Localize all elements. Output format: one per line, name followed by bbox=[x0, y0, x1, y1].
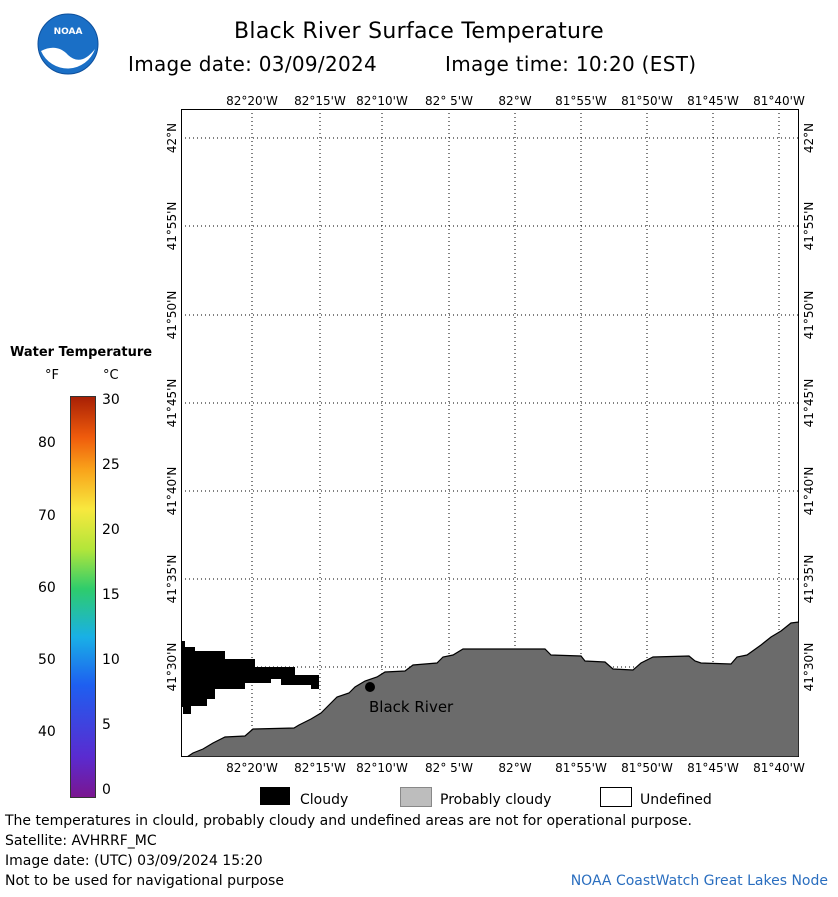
image-date: Image date: 03/09/2024 bbox=[128, 52, 378, 76]
longitude-label-top: 81°50'W bbox=[621, 94, 673, 108]
legend-probably-cloudy-swatch bbox=[400, 787, 432, 807]
longitude-label-top: 81°40'W bbox=[753, 94, 805, 108]
station-label: Black River bbox=[369, 698, 454, 716]
legend-cloudy-swatch bbox=[260, 787, 290, 805]
colorbar-gradient bbox=[70, 396, 96, 798]
image-time: Image time: 10:20 (EST) bbox=[445, 52, 697, 76]
credit-text[interactable]: NOAA CoastWatch Great Lakes Node bbox=[570, 873, 828, 889]
colorbar-unit-c: °C bbox=[103, 368, 119, 383]
longitude-label-bottom: 82°15'W bbox=[294, 761, 346, 775]
latitude-label-left: 41°50'N bbox=[165, 290, 179, 340]
latitude-label-left: 41°55'N bbox=[165, 201, 179, 251]
colorbar-unit-f: °F bbox=[45, 368, 59, 383]
colorbar-c-tick: 10 bbox=[102, 652, 120, 668]
latitude-label-left: 41°45'N bbox=[165, 378, 179, 428]
colorbar-c-tick: 15 bbox=[102, 587, 120, 603]
latitude-label-right: 41°45'N bbox=[802, 378, 816, 428]
latitude-label-right: 42°N bbox=[802, 122, 816, 154]
latitude-label-left: 41°35'N bbox=[165, 554, 179, 604]
longitude-label-top: 81°55'W bbox=[555, 94, 607, 108]
longitude-label-bottom: 82° 5'W bbox=[425, 761, 473, 775]
image-date-utc-text: Image date: (UTC) 03/09/2024 15:20 bbox=[5, 853, 263, 869]
colorbar-c-tick: 25 bbox=[102, 457, 120, 473]
colorbar-c-tick: 5 bbox=[102, 717, 111, 733]
colorbar-c-tick: 20 bbox=[102, 522, 120, 538]
latitude-label-left: 41°40'N bbox=[165, 466, 179, 516]
longitude-label-bottom: 82°20'W bbox=[226, 761, 278, 775]
legend-probably-cloudy-label: Probably cloudy bbox=[440, 792, 552, 808]
longitude-label-top: 82°20'W bbox=[226, 94, 278, 108]
satellite-text: Satellite: AVHRRF_MC bbox=[5, 833, 157, 849]
latitude-label-right: 41°30'N bbox=[802, 642, 816, 692]
land-area bbox=[181, 621, 800, 758]
latitude-label-right: 41°50'N bbox=[802, 290, 816, 340]
map-svg bbox=[181, 109, 800, 758]
graticule bbox=[181, 109, 799, 757]
page-title: Black River Surface Temperature bbox=[234, 19, 604, 44]
longitude-label-top: 82° 5'W bbox=[425, 94, 473, 108]
colorbar-f-tick: 40 bbox=[38, 724, 56, 741]
longitude-label-bottom: 81°50'W bbox=[621, 761, 673, 775]
colorbar-f-tick: 70 bbox=[38, 507, 56, 524]
longitude-label-bottom: 81°55'W bbox=[555, 761, 607, 775]
longitude-label-top: 82°W bbox=[498, 94, 532, 108]
black-river-station-marker bbox=[365, 682, 375, 692]
legend-undefined-label: Undefined bbox=[640, 792, 712, 808]
longitude-label-top: 81°45'W bbox=[687, 94, 739, 108]
legend-undefined-swatch bbox=[600, 787, 632, 807]
colorbar-title: Water Temperature bbox=[10, 345, 153, 360]
colorbar-f-tick: 80 bbox=[38, 435, 56, 452]
longitude-label-top: 82°15'W bbox=[294, 94, 346, 108]
latitude-label-left: 41°30'N bbox=[165, 642, 179, 692]
colorbar-f-tick: 60 bbox=[38, 579, 56, 596]
longitude-label-bottom: 81°45'W bbox=[687, 761, 739, 775]
longitude-label-top: 82°10'W bbox=[356, 94, 408, 108]
longitude-label-bottom: 82°10'W bbox=[356, 761, 408, 775]
latitude-label-right: 41°35'N bbox=[802, 554, 816, 604]
latitude-label-left: 42°N bbox=[165, 122, 179, 154]
navigation-warning-text: Not to be used for navigational purpose bbox=[5, 873, 284, 889]
longitude-label-bottom: 81°40'W bbox=[753, 761, 805, 775]
noaa-logo-text: NOAA bbox=[53, 27, 83, 37]
map-panel[interactable]: Black River bbox=[181, 109, 800, 758]
colorbar-c-tick: 0 bbox=[102, 782, 111, 798]
legend-cloudy-label: Cloudy bbox=[300, 792, 349, 808]
disclaimer-text: The temperatures in clould, probably clo… bbox=[5, 813, 692, 829]
colorbar-f-tick: 50 bbox=[38, 652, 56, 668]
colorbar-c-tick: 30 bbox=[102, 392, 120, 408]
latitude-label-right: 41°55'N bbox=[802, 201, 816, 251]
cloud-patch bbox=[181, 641, 319, 714]
latitude-label-right: 41°40'N bbox=[802, 466, 816, 516]
noaa-logo: NOAA bbox=[37, 13, 99, 75]
longitude-label-bottom: 82°W bbox=[498, 761, 532, 775]
